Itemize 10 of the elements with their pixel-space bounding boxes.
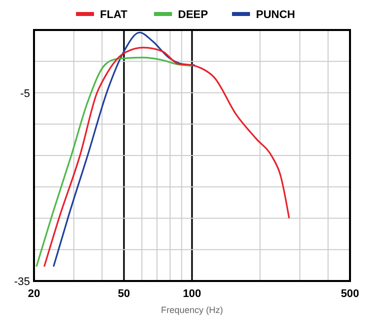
x-tick-label: 500 xyxy=(340,288,360,300)
legend-label: FLAT xyxy=(100,9,128,21)
y-tick-label: -5 xyxy=(20,88,30,100)
x-tick-label: 100 xyxy=(182,288,202,300)
x-tick-label: 50 xyxy=(118,288,130,300)
legend-label: PUNCH xyxy=(256,9,296,21)
x-tick-label: 20 xyxy=(28,288,40,300)
legend-label: DEEP xyxy=(178,9,208,21)
y-tick-label: -35 xyxy=(14,276,30,288)
x-axis-title: Frequency (Hz) xyxy=(160,305,224,315)
